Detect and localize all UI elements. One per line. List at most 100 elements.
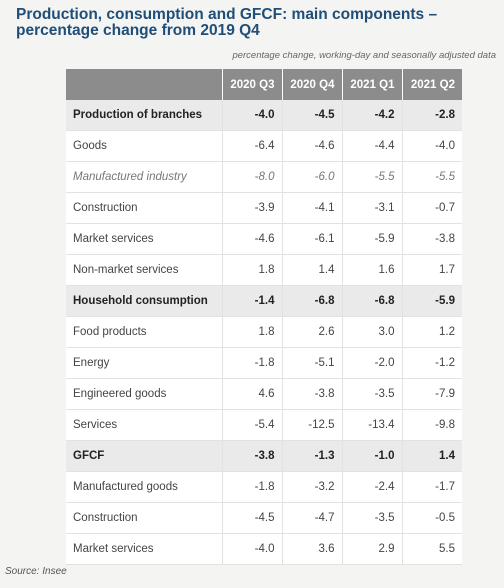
table-cell: -6.1	[282, 223, 343, 255]
table-cell: -4.6	[282, 130, 343, 162]
table-cell: -5.5	[402, 161, 462, 193]
table-title: Production, consumption and GFCF: main c…	[16, 6, 438, 39]
table-cell: -3.5	[342, 378, 403, 410]
row-label: Non-market services	[66, 254, 223, 286]
table-cell: -1.8	[222, 347, 283, 379]
table-cell: -5.4	[222, 409, 283, 441]
table-row: Services -5.4 -12.5 -13.4 -9.8	[66, 409, 462, 441]
table-cell: -1.3	[282, 440, 343, 472]
table-cell: 4.6	[222, 378, 283, 410]
row-label: Household consumption	[66, 285, 223, 317]
row-label: GFCF	[66, 440, 223, 472]
row-label: Production of branches	[66, 100, 223, 131]
source-note: Source: Insee	[5, 566, 67, 577]
table-row: Construction -4.5 -4.7 -3.5 -0.5	[66, 502, 462, 534]
table-cell: -2.0	[342, 347, 403, 379]
table-cell: -6.4	[222, 130, 283, 162]
table-row: Engineered goods 4.6 -3.8 -3.5 -7.9	[66, 378, 462, 410]
row-label: Market services	[66, 223, 223, 255]
row-label: Services	[66, 409, 223, 441]
table-cell: -5.9	[342, 223, 403, 255]
table-cell: 1.6	[342, 254, 403, 286]
table-cell: -5.1	[282, 347, 343, 379]
table-cell: -6.8	[282, 285, 343, 317]
table-cell: -4.1	[282, 192, 343, 224]
row-label: Market services	[66, 533, 223, 565]
table-row: Non-market services 1.8 1.4 1.6 1.7	[66, 254, 462, 286]
table-row: Construction -3.9 -4.1 -3.1 -0.7	[66, 192, 462, 224]
table-cell: -4.5	[222, 502, 283, 534]
row-label: Construction	[66, 502, 223, 534]
table-cell: 2.6	[282, 316, 343, 348]
table-subtitle: percentage change, working-day and seaso…	[232, 50, 496, 61]
table-cell: -1.2	[402, 347, 462, 379]
table-cell: -3.8	[282, 378, 343, 410]
table-cell: 1.8	[222, 254, 283, 286]
table-cell: -9.8	[402, 409, 462, 441]
table-cell: -4.4	[342, 130, 403, 162]
table-row: Food products 1.8 2.6 3.0 1.2	[66, 316, 462, 348]
table-cell: -4.7	[282, 502, 343, 534]
table-cell: -4.0	[402, 130, 462, 162]
table-body: Production of branches -4.0 -4.5 -4.2 -2.8 Go…	[66, 100, 462, 565]
column-header: 2020 Q3	[222, 69, 283, 100]
table-row: Production of branches -4.0 -4.5 -4.2 -2.8	[66, 100, 462, 131]
table-cell: -6.0	[282, 161, 343, 193]
data-table: 2020 Q3 2020 Q4 2021 Q1 2021 Q2 Producti…	[66, 69, 462, 565]
table-row: Manufactured goods -1.8 -3.2 -2.4 -1.7	[66, 471, 462, 503]
table-cell: 1.4	[402, 440, 462, 472]
table-cell: 3.0	[342, 316, 403, 348]
header-row: 2020 Q3 2020 Q4 2021 Q1 2021 Q2	[66, 69, 462, 100]
table-row: Goods -6.4 -4.6 -4.4 -4.0	[66, 130, 462, 162]
row-label: Construction	[66, 192, 223, 224]
table-cell: -3.1	[342, 192, 403, 224]
table-cell: -7.9	[402, 378, 462, 410]
table-row: Household consumption -1.4 -6.8 -6.8 -5.9	[66, 285, 462, 317]
row-label: Food products	[66, 316, 223, 348]
table-cell: -4.0	[222, 533, 283, 565]
table-cell: -3.2	[282, 471, 343, 503]
table-row: Manufactured industry -8.0 -6.0 -5.5 -5.5	[66, 161, 462, 193]
column-header: 2021 Q1	[342, 69, 403, 100]
table-row: Market services -4.0 3.6 2.9 5.5	[66, 533, 462, 565]
table-cell: 1.2	[402, 316, 462, 348]
table-cell: 1.4	[282, 254, 343, 286]
table-cell: -6.8	[342, 285, 403, 317]
table-cell: -3.8	[222, 440, 283, 472]
table-cell: -13.4	[342, 409, 403, 441]
table-cell: -1.0	[342, 440, 403, 472]
row-label: Engineered goods	[66, 378, 223, 410]
row-label: Manufactured goods	[66, 471, 223, 503]
table-cell: -0.5	[402, 502, 462, 534]
table-cell: -1.4	[222, 285, 283, 317]
table-cell: 5.5	[402, 533, 462, 565]
table-cell: -0.7	[402, 192, 462, 224]
table-cell: -5.5	[342, 161, 403, 193]
table-cell: -4.5	[282, 100, 343, 131]
table-row: Market services -4.6 -6.1 -5.9 -3.8	[66, 223, 462, 255]
table-cell: 3.6	[282, 533, 343, 565]
table-cell: -4.2	[342, 100, 403, 131]
column-header	[66, 69, 223, 100]
table-cell: -4.0	[222, 100, 283, 131]
table-row: GFCF -3.8 -1.3 -1.0 1.4	[66, 440, 462, 472]
table-cell: -2.8	[402, 100, 462, 131]
row-label: Energy	[66, 347, 223, 379]
table-cell: -3.8	[402, 223, 462, 255]
table-cell: 2.9	[342, 533, 403, 565]
column-header: 2020 Q4	[282, 69, 343, 100]
table-cell: 1.8	[222, 316, 283, 348]
table-cell: -2.4	[342, 471, 403, 503]
table-cell: -1.8	[222, 471, 283, 503]
table-cell: -5.9	[402, 285, 462, 317]
table-row: Energy -1.8 -5.1 -2.0 -1.2	[66, 347, 462, 379]
table-cell: -4.6	[222, 223, 283, 255]
table-cell: -8.0	[222, 161, 283, 193]
row-label: Manufactured industry	[66, 161, 223, 193]
table-cell: -12.5	[282, 409, 343, 441]
table-cell: -1.7	[402, 471, 462, 503]
row-label: Goods	[66, 130, 223, 162]
table-cell: -3.5	[342, 502, 403, 534]
column-header: 2021 Q2	[402, 69, 462, 100]
table-cell: -3.9	[222, 192, 283, 224]
